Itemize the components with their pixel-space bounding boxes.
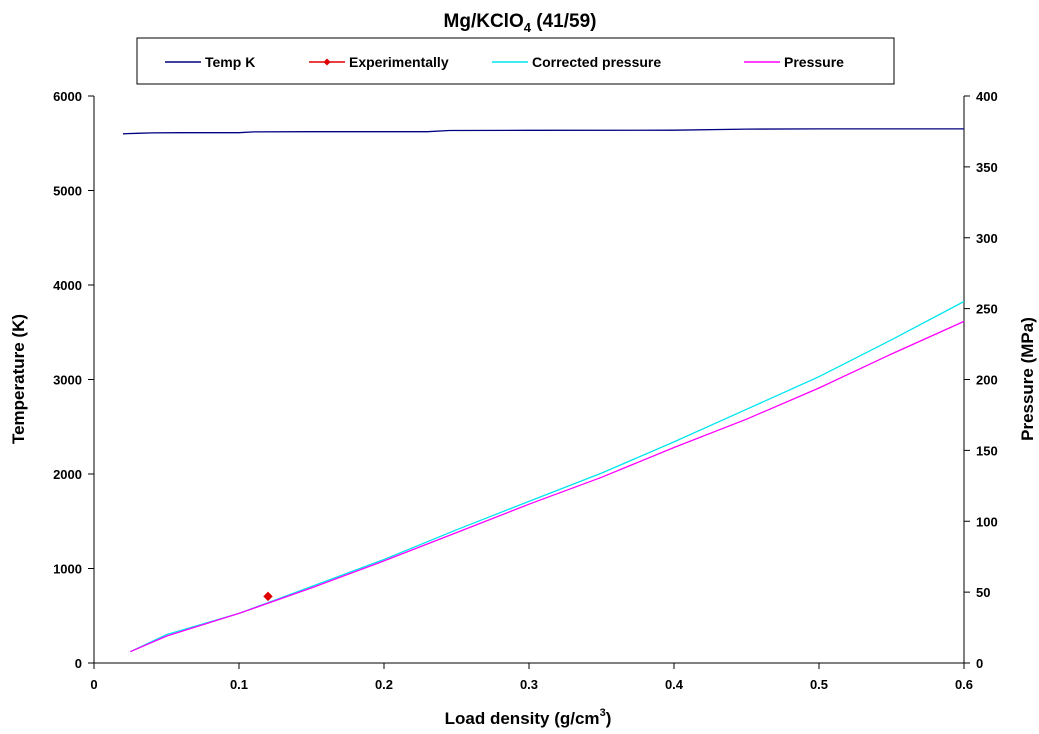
chart-title: Mg/KClO4 (41/59) xyxy=(444,11,597,35)
legend-label-temp-k: Temp K xyxy=(205,54,255,70)
y-tick-label: 1000 xyxy=(53,562,82,577)
y-axis-title: Temperature (K) xyxy=(9,314,28,444)
x-axis-title-rest: ) xyxy=(606,709,612,728)
y2-tick-label: 0 xyxy=(976,656,983,671)
chart-title-rest: (41/59) xyxy=(531,11,596,32)
y2-tick-label: 200 xyxy=(976,373,998,388)
y2-tick-label: 300 xyxy=(976,231,998,246)
x-tick-label: 0.4 xyxy=(665,677,684,692)
legend-label-pressure: Pressure xyxy=(784,54,844,70)
y-tick-label: 4000 xyxy=(53,278,82,293)
y2-tick-label: 100 xyxy=(976,514,998,529)
y2-tick-label: 50 xyxy=(976,585,990,600)
legend-marker-experimentally xyxy=(323,58,331,66)
x-tick-label: 0.5 xyxy=(810,677,828,692)
y-tick-label: 5000 xyxy=(53,184,82,199)
y-tick-label: 2000 xyxy=(53,467,82,482)
y2-tick-label: 350 xyxy=(976,160,998,175)
y2-tick-label: 400 xyxy=(976,89,998,104)
chart-title-subscript: 4 xyxy=(524,20,532,35)
x-axis-title-sup: 3 xyxy=(600,707,606,719)
x-tick-label: 0.2 xyxy=(375,677,393,692)
series-line-corrected-pressure xyxy=(130,300,965,653)
series-line-temp-k xyxy=(122,128,964,135)
y2-axis-title: Pressure (MPa) xyxy=(1018,317,1037,441)
x-tick-label: 0.6 xyxy=(955,677,973,692)
y-tick-label: 3000 xyxy=(53,373,82,388)
y-tick-label: 6000 xyxy=(53,89,82,104)
chart-title-main: Mg/KClO xyxy=(444,11,524,32)
axes: 0 0.1 0.2 0.3 0.4 0.5 0.6010002000300040005000… xyxy=(53,89,998,692)
data-point-experimentally xyxy=(263,591,273,602)
x-tick-label: 0.3 xyxy=(520,677,538,692)
x-axis-title-main: Load density (g/cm xyxy=(445,709,600,728)
y2-tick-label: 150 xyxy=(976,443,998,458)
x-axis-title: Load density (g/cm3) xyxy=(445,707,612,728)
y-tick-label: 0 xyxy=(75,656,82,671)
legend-label-corrected-pressure: Corrected pressure xyxy=(532,54,661,70)
y2-tick-label: 250 xyxy=(976,302,998,317)
legend-box xyxy=(136,37,895,85)
series-layer xyxy=(122,128,965,653)
x-tick-label: 0.1 xyxy=(230,677,248,692)
legend: Temp K Experimentally Corrected pressure Pr… xyxy=(136,37,895,85)
x-tick-label: 0 xyxy=(90,677,97,692)
legend-label-experimentally: Experimentally xyxy=(349,54,449,70)
series-line-pressure xyxy=(130,320,965,653)
